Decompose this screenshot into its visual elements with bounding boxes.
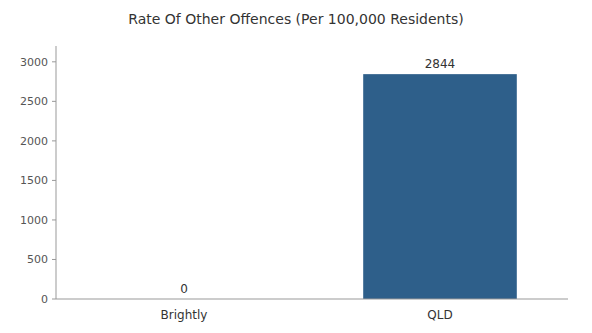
y-tick	[52, 219, 56, 220]
y-tick-label: 0	[41, 293, 48, 306]
x-axis: Brightly QLD	[56, 299, 568, 322]
y-tick	[52, 61, 56, 62]
y-tick-label: 2000	[20, 135, 48, 148]
y-tick-label: 3000	[20, 56, 48, 69]
y-tick	[52, 299, 56, 300]
y-tick-label: 1500	[20, 174, 48, 187]
title: Rate Of Other Offences (Per 100,000 Resi…	[128, 11, 463, 27]
bar	[363, 74, 517, 299]
x-tick-label: Brightly	[161, 308, 208, 322]
y-axis-line	[56, 46, 57, 299]
y-tick-label: 2500	[20, 95, 48, 108]
chart: Rate Of Other Offences (Per 100,000 Resi…	[0, 0, 592, 333]
y-tick	[52, 180, 56, 181]
y-tick	[52, 140, 56, 141]
y-tick-label: 1000	[20, 214, 48, 227]
bars	[363, 74, 517, 299]
chart-container: Rate Of Other Offences (Per 100,000 Resi…	[0, 0, 592, 333]
x-axis-line	[56, 299, 568, 300]
y-tick-label: 500	[27, 253, 48, 266]
y-tick	[52, 101, 56, 102]
x-tick-label: QLD	[427, 308, 452, 322]
y-axis: 0 500 1000 1500 2000 2500 3000	[20, 46, 56, 306]
y-tick	[52, 259, 56, 260]
data-label: 2844	[425, 57, 456, 71]
data-labels: 0 2844	[180, 57, 455, 296]
data-label: 0	[180, 282, 188, 296]
